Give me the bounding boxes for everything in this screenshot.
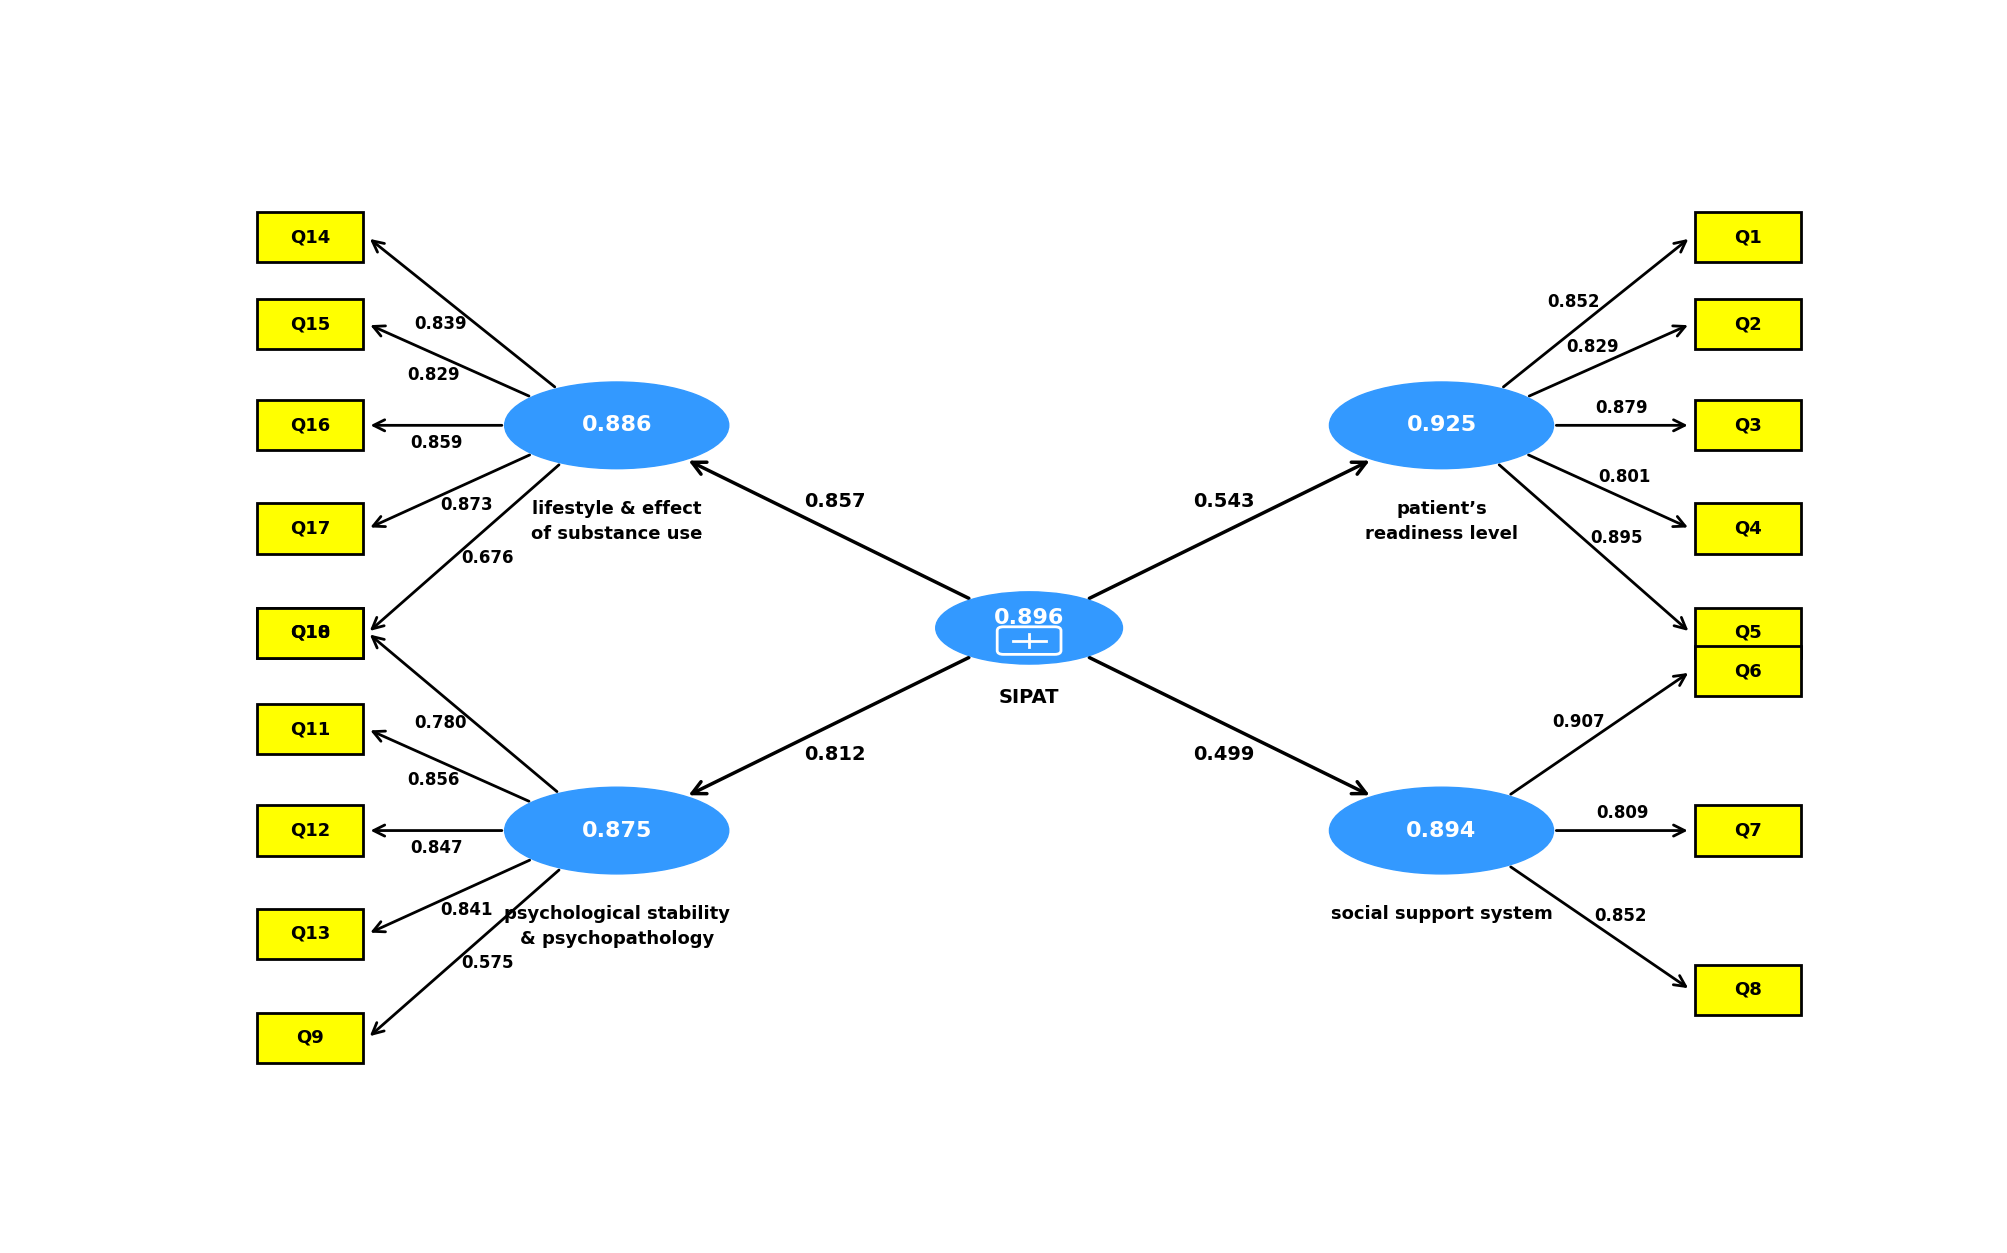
Text: 0.575: 0.575 — [462, 954, 514, 972]
FancyBboxPatch shape — [257, 608, 363, 658]
Text: Q9: Q9 — [297, 1029, 323, 1048]
Text: 0.841: 0.841 — [440, 901, 492, 920]
FancyBboxPatch shape — [1694, 504, 1800, 554]
Text: lifestyle & effect
of substance use: lifestyle & effect of substance use — [530, 500, 702, 543]
Text: 0.879: 0.879 — [1596, 398, 1648, 417]
Text: 0.907: 0.907 — [1551, 713, 1604, 730]
Text: 0.829: 0.829 — [1565, 337, 1618, 356]
Text: psychological stability
& psychopathology: psychological stability & psychopatholog… — [504, 905, 729, 947]
Text: Q10: Q10 — [289, 624, 329, 642]
Ellipse shape — [935, 591, 1122, 664]
Text: Q12: Q12 — [289, 822, 329, 840]
Text: social support system: social support system — [1331, 905, 1551, 922]
Ellipse shape — [504, 787, 729, 873]
Ellipse shape — [504, 382, 729, 469]
Text: 0.857: 0.857 — [803, 492, 865, 511]
FancyBboxPatch shape — [1694, 400, 1800, 450]
Ellipse shape — [1329, 382, 1553, 469]
Text: 0.895: 0.895 — [1590, 529, 1642, 546]
FancyBboxPatch shape — [1694, 806, 1800, 856]
FancyBboxPatch shape — [257, 212, 363, 262]
Text: Q15: Q15 — [289, 315, 329, 333]
Text: 0.875: 0.875 — [582, 821, 652, 841]
Text: 0.543: 0.543 — [1192, 492, 1254, 511]
Text: 0.852: 0.852 — [1547, 293, 1600, 311]
Text: 0.852: 0.852 — [1594, 907, 1646, 925]
FancyBboxPatch shape — [1694, 608, 1800, 658]
Text: 0.886: 0.886 — [582, 415, 652, 435]
FancyBboxPatch shape — [1694, 965, 1800, 1015]
FancyBboxPatch shape — [257, 400, 363, 450]
Text: 0.780: 0.780 — [413, 714, 468, 733]
FancyBboxPatch shape — [257, 299, 363, 350]
Text: Q17: Q17 — [289, 520, 329, 538]
Text: Q5: Q5 — [1734, 624, 1760, 642]
Text: 0.925: 0.925 — [1405, 415, 1475, 435]
Text: 0.809: 0.809 — [1596, 804, 1648, 822]
Text: 0.847: 0.847 — [409, 840, 462, 857]
Text: 0.812: 0.812 — [803, 744, 865, 764]
Text: Q7: Q7 — [1734, 822, 1760, 840]
FancyBboxPatch shape — [1694, 647, 1800, 697]
Text: 0.894: 0.894 — [1405, 821, 1475, 841]
FancyBboxPatch shape — [257, 608, 363, 658]
Text: Q11: Q11 — [289, 720, 329, 738]
FancyBboxPatch shape — [1694, 299, 1800, 350]
Text: Q14: Q14 — [289, 228, 329, 246]
Text: 0.859: 0.859 — [409, 434, 462, 451]
Text: Q16: Q16 — [289, 416, 329, 435]
Text: 0.676: 0.676 — [462, 549, 514, 566]
Text: 0.829: 0.829 — [407, 366, 460, 383]
FancyBboxPatch shape — [257, 908, 363, 959]
Text: 0.801: 0.801 — [1598, 469, 1650, 486]
FancyBboxPatch shape — [1694, 212, 1800, 262]
Text: Q18: Q18 — [289, 624, 331, 642]
FancyBboxPatch shape — [257, 1012, 363, 1063]
Text: Q8: Q8 — [1734, 981, 1760, 999]
Text: Q3: Q3 — [1734, 416, 1760, 435]
Text: 0.896: 0.896 — [993, 608, 1064, 628]
Text: 0.499: 0.499 — [1192, 744, 1254, 764]
Text: patient’s
readiness level: patient’s readiness level — [1365, 500, 1517, 543]
Text: SIPAT: SIPAT — [997, 688, 1060, 707]
Text: 0.873: 0.873 — [440, 496, 492, 514]
FancyBboxPatch shape — [257, 806, 363, 856]
Text: 0.856: 0.856 — [407, 771, 460, 789]
Text: Q1: Q1 — [1734, 228, 1760, 246]
Text: Q2: Q2 — [1734, 315, 1760, 333]
Text: Q4: Q4 — [1734, 520, 1760, 538]
FancyBboxPatch shape — [257, 704, 363, 754]
Text: Q6: Q6 — [1734, 663, 1760, 680]
Text: 0.839: 0.839 — [413, 315, 466, 332]
Text: Q13: Q13 — [289, 925, 329, 942]
Ellipse shape — [1329, 787, 1553, 873]
FancyBboxPatch shape — [257, 504, 363, 554]
